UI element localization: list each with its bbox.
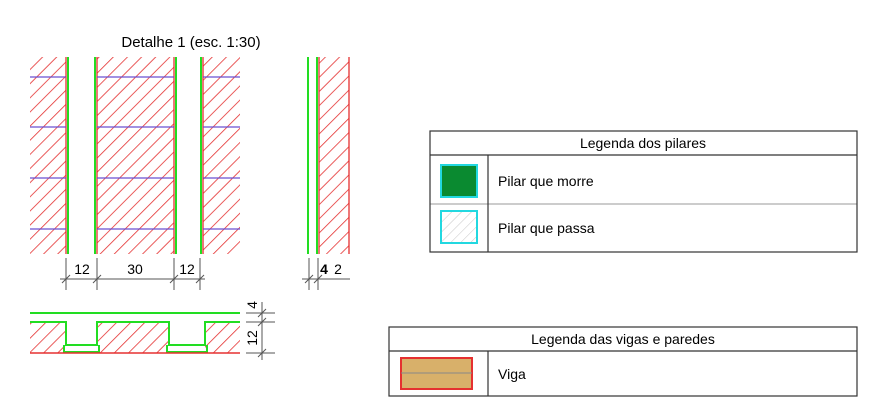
legend-pillars-title: Legenda dos pilares (580, 135, 706, 151)
plan-dimension (60, 258, 205, 290)
section-wall-right (205, 323, 240, 353)
wall-strip-right (319, 57, 349, 254)
legend-beams: Legenda das vigas e paredes Viga (388, 326, 858, 397)
legend-pillars-item-2: Pilar que passa (498, 220, 595, 236)
dim-plan-1: 12 (74, 261, 90, 277)
grid-lines (30, 76, 240, 230)
legend-pillars-item-1: Pilar que morre (498, 173, 594, 189)
swatch-pillar-dies (440, 164, 478, 198)
right-wall-detail: 4 2 (302, 57, 350, 290)
plan-detail: 12 30 12 (30, 57, 240, 290)
dim-section-2: 12 (244, 330, 260, 346)
detail-title: Detalhe 1 (esc. 1:30) (121, 34, 260, 51)
wall-block-center (97, 57, 174, 254)
dim-right-a: 4 (320, 261, 328, 277)
dim-plan-3: 12 (179, 261, 195, 277)
beam-lines (67, 57, 202, 254)
wall-block-right (203, 57, 240, 254)
legend-beams-item-1: Viga (498, 366, 526, 382)
section-wall-center (97, 323, 169, 353)
dim-section-1: 4 (244, 301, 260, 309)
swatch-pillar-passes (440, 210, 478, 244)
section-detail: 4 12 (30, 301, 275, 360)
legend-pillars: Legenda dos pilares Pilar que morre Pila… (429, 130, 858, 253)
legend-beams-title: Legenda das vigas e paredes (531, 331, 715, 347)
section-wall-left (30, 323, 66, 353)
dim-plan-2: 30 (127, 261, 143, 277)
dim-right-b: 2 (334, 261, 342, 277)
wall-block-left (30, 57, 66, 254)
